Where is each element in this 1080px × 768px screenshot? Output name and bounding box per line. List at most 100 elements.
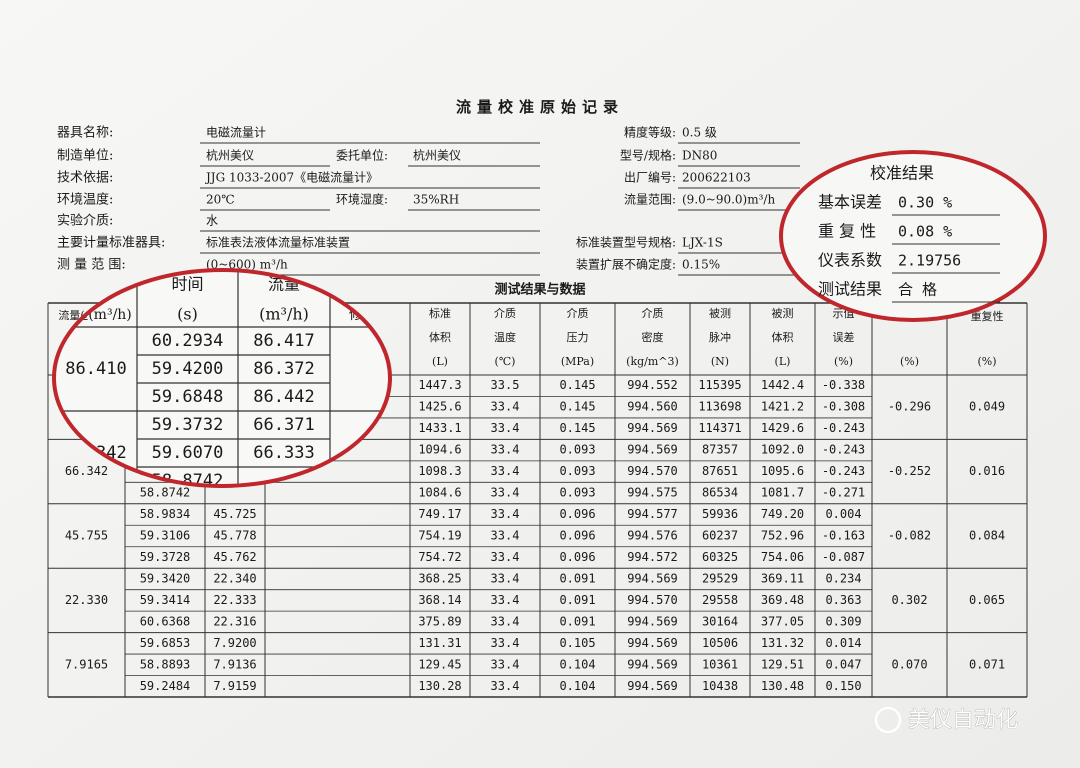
cell: 33.4 [491,657,520,671]
results-bg [779,150,1047,322]
cell: 994.569 [627,636,678,650]
field-value: 0.5 级 [682,126,717,140]
cell: 0.096 [559,529,595,543]
cell: 1421.2 [761,400,804,414]
cell: 1442.4 [761,378,804,392]
group-repeatability: 0.071 [969,657,1005,671]
cell: 0.096 [559,550,595,564]
column-header: 重复性 [971,309,1004,323]
cell: 0.145 [559,421,595,435]
column-header: 被测 [772,307,794,320]
column-header: 介质 [567,307,589,320]
lens-cell: 86.442 [253,387,314,407]
field-value: 0.15% [682,258,720,272]
cell: 0.309 [825,614,861,628]
cell: 129.51 [761,657,804,671]
cell: 368.25 [418,571,461,585]
cell: 87357 [702,443,738,457]
lens-cell: 60.2934 [152,331,224,351]
field-label: 主要计量标准器具: [57,236,165,251]
lens-cell: 66.333 [253,443,314,463]
group-error: -0.082 [888,529,931,543]
result-value: 0.08 % [898,223,952,241]
column-header: 体积 [772,330,794,344]
field-value: (9.0~90.0)m³/h [682,193,775,207]
cell: 30164 [702,614,738,628]
cell: 0.096 [559,507,595,521]
cell: 131.31 [418,636,461,650]
cell: 58.8742 [140,486,191,500]
cell: 1425.6 [418,400,461,414]
cell: 0.093 [559,464,595,478]
column-header: 脉冲 [709,330,731,344]
cell: 45.725 [213,507,256,521]
column-header: (%) [900,355,919,368]
column-header: (L) [775,355,791,368]
cell: 33.4 [491,507,520,521]
cell: 994.569 [627,657,678,671]
cell: 114371 [698,421,741,435]
cell: 0.091 [559,571,595,585]
cell: -0.243 [822,464,865,478]
cell: 129.45 [418,657,461,671]
cell: 60237 [702,529,738,543]
lens-cell: 86.417 [253,331,314,351]
field-value: 电磁流量计 [206,125,266,140]
result-label: 基本误差 [818,193,882,212]
cell: 59.3420 [140,571,191,585]
cell: 994.560 [627,400,678,414]
group-flow: 45.755 [65,529,108,543]
cell: 33.4 [491,421,520,435]
cell: 0.150 [825,679,861,693]
cell: 115395 [698,378,741,392]
cell: 994.572 [627,550,678,564]
cell: -0.338 [822,378,865,392]
field-value: 杭州美仪 [413,148,461,163]
group-repeatability: 0.016 [969,464,1005,478]
cell: 749.17 [418,507,461,521]
cell: 994.569 [627,443,678,457]
cell: 29558 [702,593,738,607]
column-header: 压力 [567,331,589,344]
cell: 59.6853 [140,636,191,650]
column-header: (N) [711,355,729,368]
column-header: (L) [432,355,448,368]
cell: 59.3106 [140,529,191,543]
results-title: 校准结果 [870,164,934,183]
field-label: 环境湿度: [336,192,388,207]
cell: 0.091 [559,614,595,628]
cell: 994.575 [627,486,678,500]
cell: 1095.6 [761,464,804,478]
cell: 33.4 [491,443,520,457]
cell: 0.047 [825,657,861,671]
watermark: 美仪自动化 [908,708,1018,733]
cell: 130.28 [418,679,461,693]
cell: 994.569 [627,614,678,628]
cell: 1081.7 [761,486,804,500]
cell: 10438 [702,679,738,693]
cell: 33.4 [491,529,520,543]
table-title: 测试结果与数据 [494,282,585,298]
cell: 33.4 [491,550,520,564]
column-header: (kg/m^3) [626,355,679,368]
field-value: (0~600) m³/h [206,258,288,272]
cell: 0.234 [825,571,861,585]
column-header: 标准 [429,306,451,320]
cell: -0.243 [822,443,865,457]
cell: 130.48 [761,679,804,693]
cell: 994.570 [627,593,678,607]
cell: 59.3414 [140,593,191,607]
field-value: LJX-1S [682,236,723,250]
cell: 131.32 [761,636,804,650]
cell: 994.577 [627,507,678,521]
lens-header: 时间 [171,275,203,294]
field-label: 委托单位: [336,148,388,163]
lens-cell: 86.372 [253,359,314,379]
cell: 994.569 [627,571,678,585]
field-value: 标准表法液体流量标准装置 [206,235,350,250]
cell: 994.570 [627,464,678,478]
cell: 994.552 [627,378,678,392]
field-label: 装置扩展不确定度: [576,257,676,272]
